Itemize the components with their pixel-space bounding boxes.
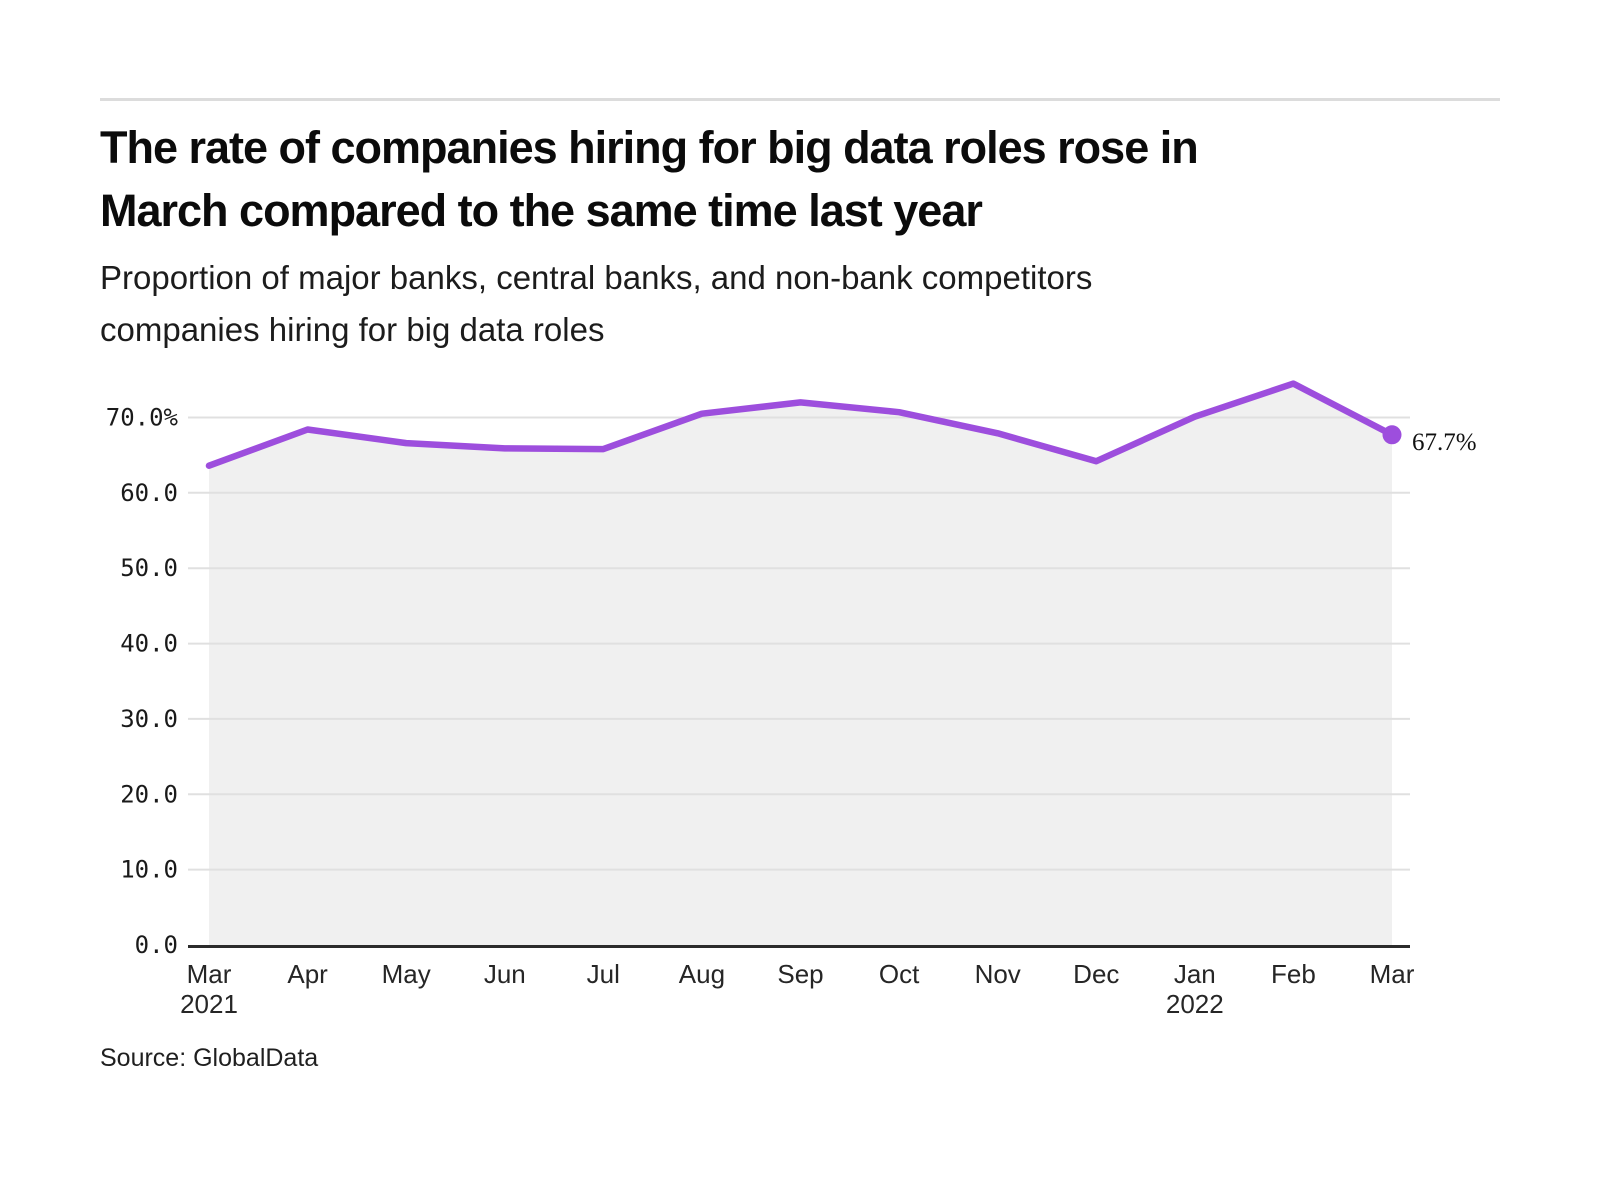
y-tick-label: 30.0: [120, 705, 178, 733]
x-year-label: 2022: [1166, 989, 1224, 1019]
x-tick-label: Jul: [587, 959, 620, 989]
x-tick-label: Aug: [679, 959, 725, 989]
chart-subtitle-line-2: companies hiring for big data roles: [100, 311, 605, 348]
x-tick-label: Nov: [975, 959, 1021, 989]
source-text: Source: GlobalData: [100, 1044, 319, 1072]
x-tick-label: Mar: [1370, 959, 1415, 989]
x-year-label: 2021: [180, 989, 238, 1019]
y-tick-label: 20.0: [120, 780, 178, 808]
y-tick-label: 10.0: [120, 856, 178, 884]
y-tick-label: 60.0: [120, 479, 178, 507]
x-tick-label: May: [382, 959, 431, 989]
line-series: [205, 380, 1396, 469]
x-tick-label: Apr: [287, 959, 328, 989]
y-tick-label: 40.0: [120, 630, 178, 658]
y-tick-label: 70.0%: [106, 404, 179, 432]
chart-title-line-1: The rate of companies hiring for big dat…: [100, 122, 1199, 173]
y-tick-label: 0.0: [135, 931, 178, 959]
y-tick-label: 50.0: [120, 554, 178, 582]
x-tick-label: Sep: [777, 959, 823, 989]
end-value-label: 67.7%: [1412, 429, 1477, 456]
top-divider: [100, 98, 1500, 101]
area-fill: [209, 383, 1392, 946]
x-tick-label: Oct: [879, 959, 920, 989]
chart-subtitle: Proportion of major banks, central banks…: [100, 252, 1520, 356]
x-tick-label: Feb: [1271, 959, 1316, 989]
x-tick-label: Jan: [1174, 959, 1216, 989]
line-chart: 0.0 10.0 20.0 30.0 40.0 50.0 60.0 70.0% Mar Apr Ma…: [0, 350, 1600, 1030]
chart-title: The rate of companies hiring for big dat…: [100, 116, 1520, 242]
chart-canvas: 0.0 10.0 20.0 30.0 40.0 50.0 60.0 70.0% Mar Apr Ma…: [106, 380, 1477, 1019]
x-tick-label: Jun: [484, 959, 526, 989]
end-dot: [1382, 425, 1402, 445]
x-tick-label: Dec: [1073, 959, 1119, 989]
x-tick-label: Mar: [187, 959, 232, 989]
chart-title-line-2: March compared to the same time last yea…: [100, 185, 983, 236]
chart-subtitle-line-1: Proportion of major banks, central banks…: [100, 259, 1093, 296]
